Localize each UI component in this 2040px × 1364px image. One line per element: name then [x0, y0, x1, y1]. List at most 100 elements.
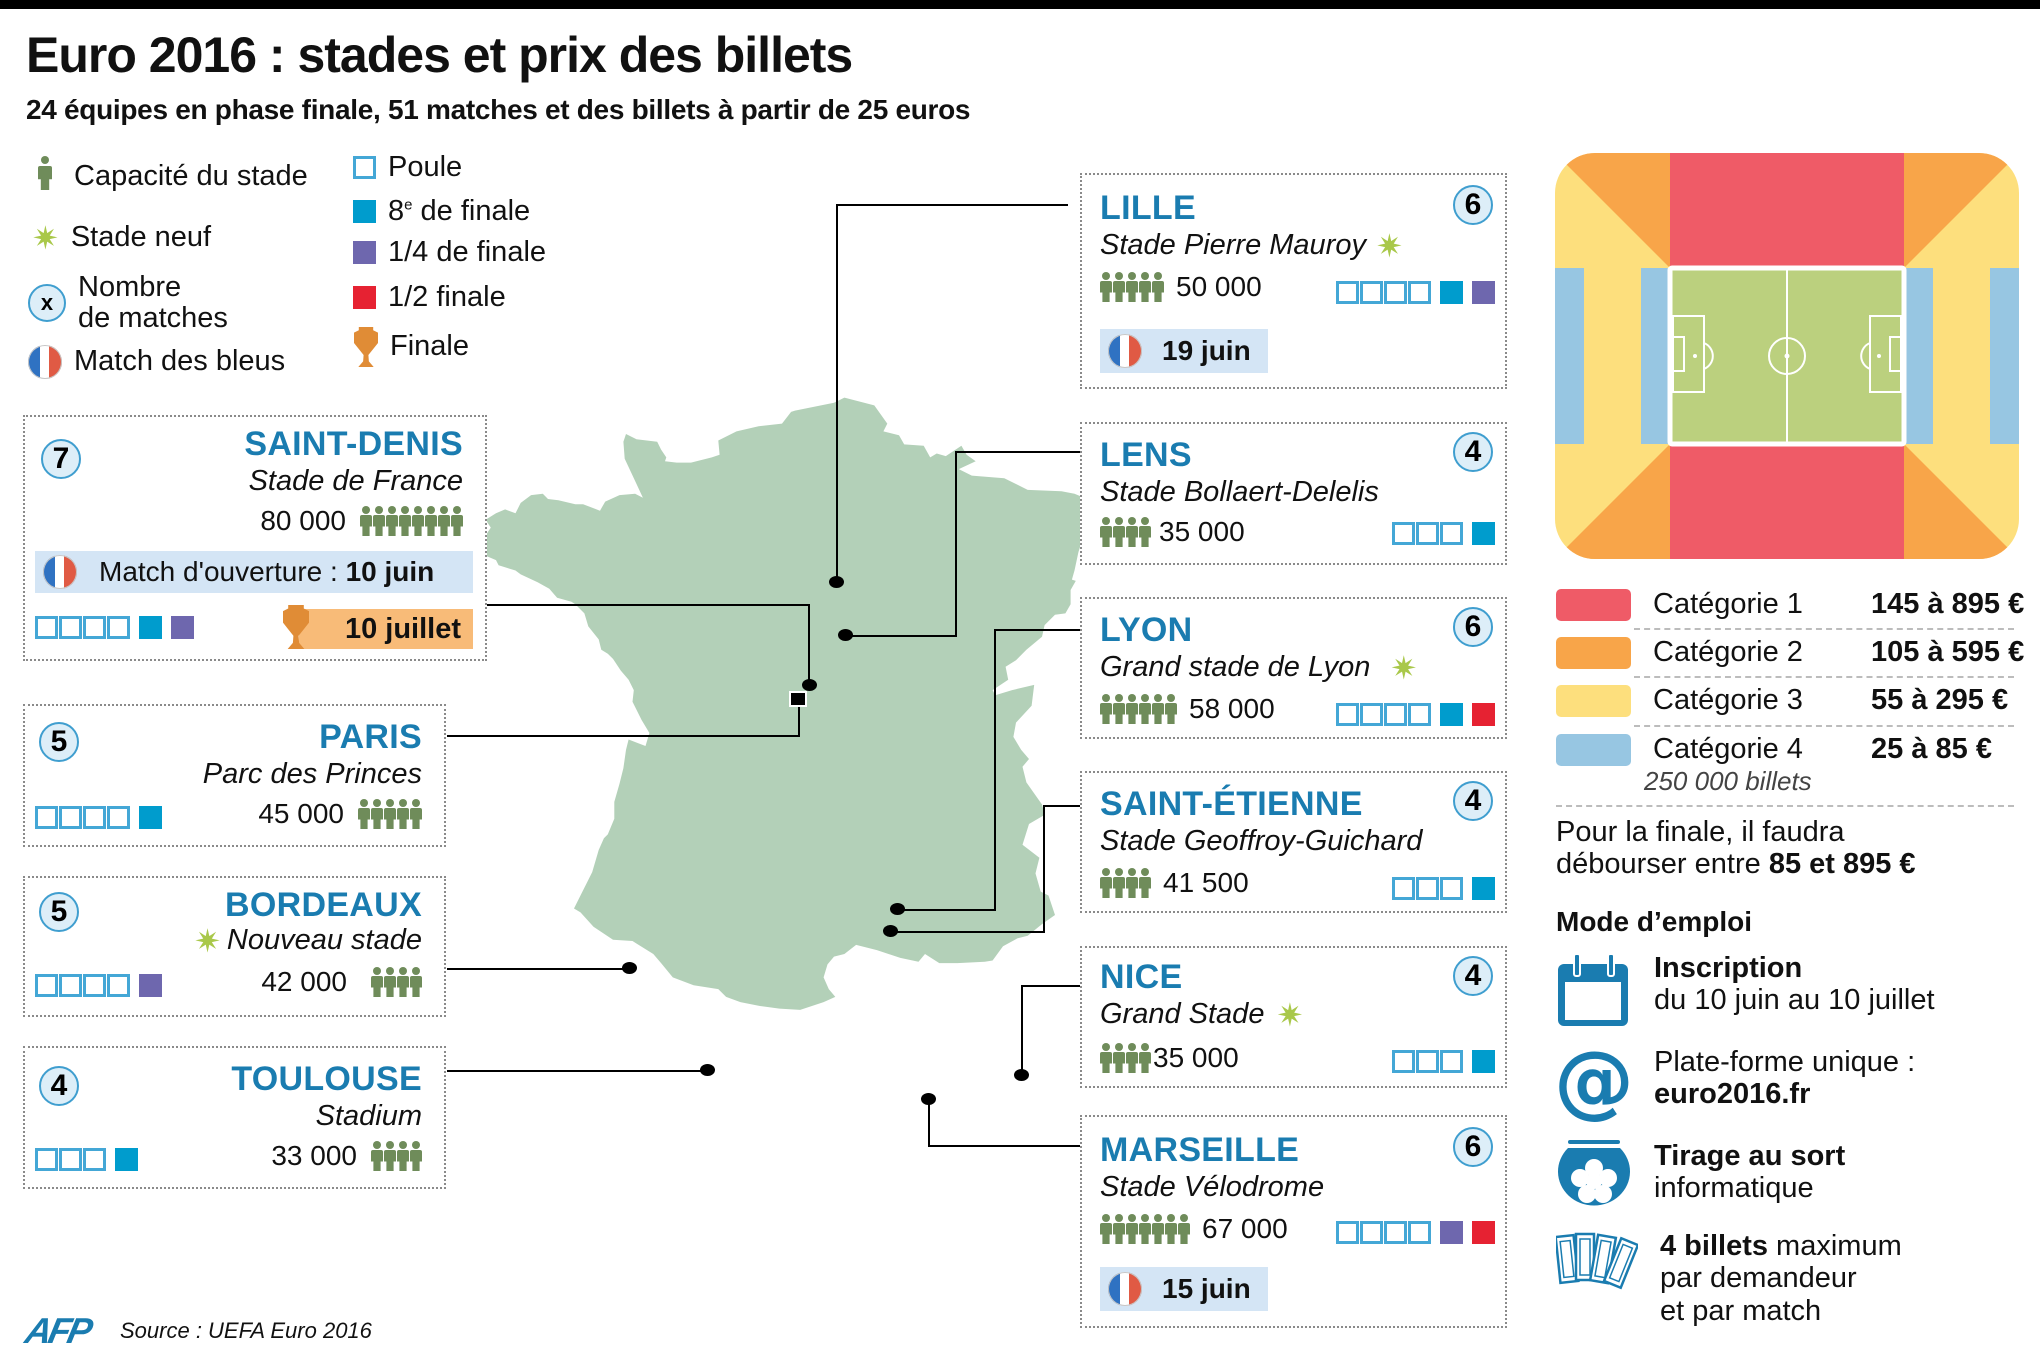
poule-square-icon [1416, 877, 1439, 900]
card-nice: NICE 4 Grand Stade ✷ 35 000 [1080, 946, 1507, 1088]
city-name: SAINT-DENIS [244, 425, 463, 463]
quarter-final-square-icon [1440, 1221, 1463, 1244]
person-icon [1165, 1214, 1177, 1244]
person-icon [1139, 1214, 1151, 1244]
poule-square-icon [59, 806, 82, 829]
category-2-swatch [1556, 636, 1631, 669]
person-icon [1165, 694, 1177, 724]
city-name: MARSEILLE [1100, 1131, 1300, 1169]
person-icon [1139, 694, 1151, 724]
category-4-zone [1904, 268, 1933, 444]
poule-square-icon [83, 616, 106, 639]
new-stadium-star-icon: ✷ [194, 922, 221, 959]
opening-match-banner: Match d'ouverture : 10 juin [35, 551, 473, 593]
card-saint-etienne: SAINT-ÉTIENNE 4 Stade Geoffroy-Guichard … [1080, 771, 1507, 913]
eighth-final-square-icon [1440, 281, 1463, 304]
lille-marker [829, 576, 844, 588]
person-icon [397, 1141, 409, 1171]
person-icon [384, 1141, 396, 1171]
person-icon [1139, 272, 1151, 302]
poule-square-icon [83, 1148, 106, 1171]
person-icon [1113, 1043, 1125, 1073]
person-icon [1139, 868, 1151, 898]
person-icon [1178, 1214, 1190, 1244]
category-2-zone [1555, 153, 1670, 268]
poule-square-icon [35, 974, 58, 997]
mode-item-tickets: 4 billets maximum par demandeur et par m… [1556, 1230, 1902, 1327]
capacity: 41 500 [1100, 867, 1249, 899]
city-name: TOULOUSE [231, 1060, 422, 1098]
stadium-name: Stade de France [248, 465, 463, 497]
eighth-final-square-icon [353, 200, 376, 224]
capacity-people-icons [1100, 517, 1151, 547]
card-bordeaux: 5 BORDEAUX ✷ Nouveau stade 42 000 [23, 876, 446, 1017]
poule-square-icon [1336, 703, 1359, 726]
person-icon [1113, 694, 1125, 724]
mode-item-platform: @ Plate-forme unique : euro2016.fr [1556, 1046, 1915, 1122]
mode-emploi-title: Mode d’emploi [1556, 906, 1752, 937]
stadium-name: Grand Stade [1100, 998, 1265, 1030]
round-squares [1336, 281, 1495, 309]
category-2-zone [1904, 153, 2019, 268]
capacity-people-icons [371, 967, 422, 997]
capacity-people-icons [1100, 868, 1151, 898]
category-row-1: Catégorie 1 145 à 895 € [1556, 588, 2024, 621]
person-icon [410, 799, 422, 829]
person-icon [1152, 1214, 1164, 1244]
paris-marker [789, 691, 807, 707]
person-icon [384, 967, 396, 997]
france-match-banner: 15 juin [1100, 1267, 1268, 1311]
city-name: SAINT-ÉTIENNE [1100, 785, 1363, 823]
card-lyon: LYON 6 Grand stade de Lyon ✷ 58 000 [1080, 597, 1507, 739]
category-row-2: Catégorie 2 105 à 595 € [1556, 636, 2024, 669]
person-icon [371, 1141, 383, 1171]
new-stadium-star-icon: ✷ [1390, 649, 1418, 686]
capacity: 42 000 [261, 966, 422, 998]
round-squares [35, 806, 162, 834]
poule-square-icon [1408, 1221, 1431, 1244]
lyon-marker [890, 903, 905, 915]
legend-match-count: x Nombre de matches [28, 271, 228, 335]
person-icon [1126, 868, 1138, 898]
svg-text:@: @ [1556, 1046, 1632, 1122]
legend-capacity: Capacité du stade [38, 156, 308, 198]
person-icon [410, 967, 422, 997]
round-squares [1336, 1221, 1495, 1249]
person-icon [371, 967, 383, 997]
new-stadium-star-icon: ✷ [32, 220, 59, 256]
poule-square-icon [59, 1148, 82, 1171]
eighth-final-square-icon [1472, 522, 1495, 545]
person-icon [438, 506, 450, 536]
eighth-final-square-icon [115, 1148, 138, 1171]
category-2-zone [1904, 444, 2019, 559]
stadium-name: Stadium [315, 1100, 422, 1132]
eighth-final-square-icon [139, 806, 162, 829]
category-4-swatch [1556, 733, 1631, 766]
category-1-zone [1670, 153, 1904, 268]
france-flag-icon [43, 555, 77, 589]
category-4-zone [1990, 268, 2019, 444]
saint-denis-marker [802, 679, 817, 691]
legend-poule: Poule [353, 151, 462, 184]
toulouse-marker [700, 1064, 715, 1076]
category-1-zone [1670, 444, 1904, 559]
semi-final-square-icon [1472, 703, 1495, 726]
stadium-seating-diagram [1555, 153, 2019, 559]
card-saint-denis: 7 SAINT-DENIS Stade de France 80 000 Mat… [23, 415, 487, 661]
category-4-zone [1555, 268, 1584, 444]
city-name: NICE [1100, 958, 1183, 996]
city-name: PARIS [319, 718, 422, 756]
poule-square-icon [1440, 1050, 1463, 1073]
legend-semi: 1/2 finale [353, 281, 506, 314]
stadium-name: Stade Geoffroy-Guichard [1100, 825, 1423, 857]
poule-square-icon [35, 806, 58, 829]
poule-square-icon [1408, 703, 1431, 726]
capacity: 35 000 [1100, 516, 1245, 548]
quarter-final-square-icon [1472, 281, 1495, 304]
round-squares [35, 616, 194, 644]
person-icon [1113, 1214, 1125, 1244]
marseille-marker [921, 1093, 936, 1105]
bordeaux-marker [622, 962, 637, 974]
match-count-badge: 6 [1453, 185, 1493, 225]
